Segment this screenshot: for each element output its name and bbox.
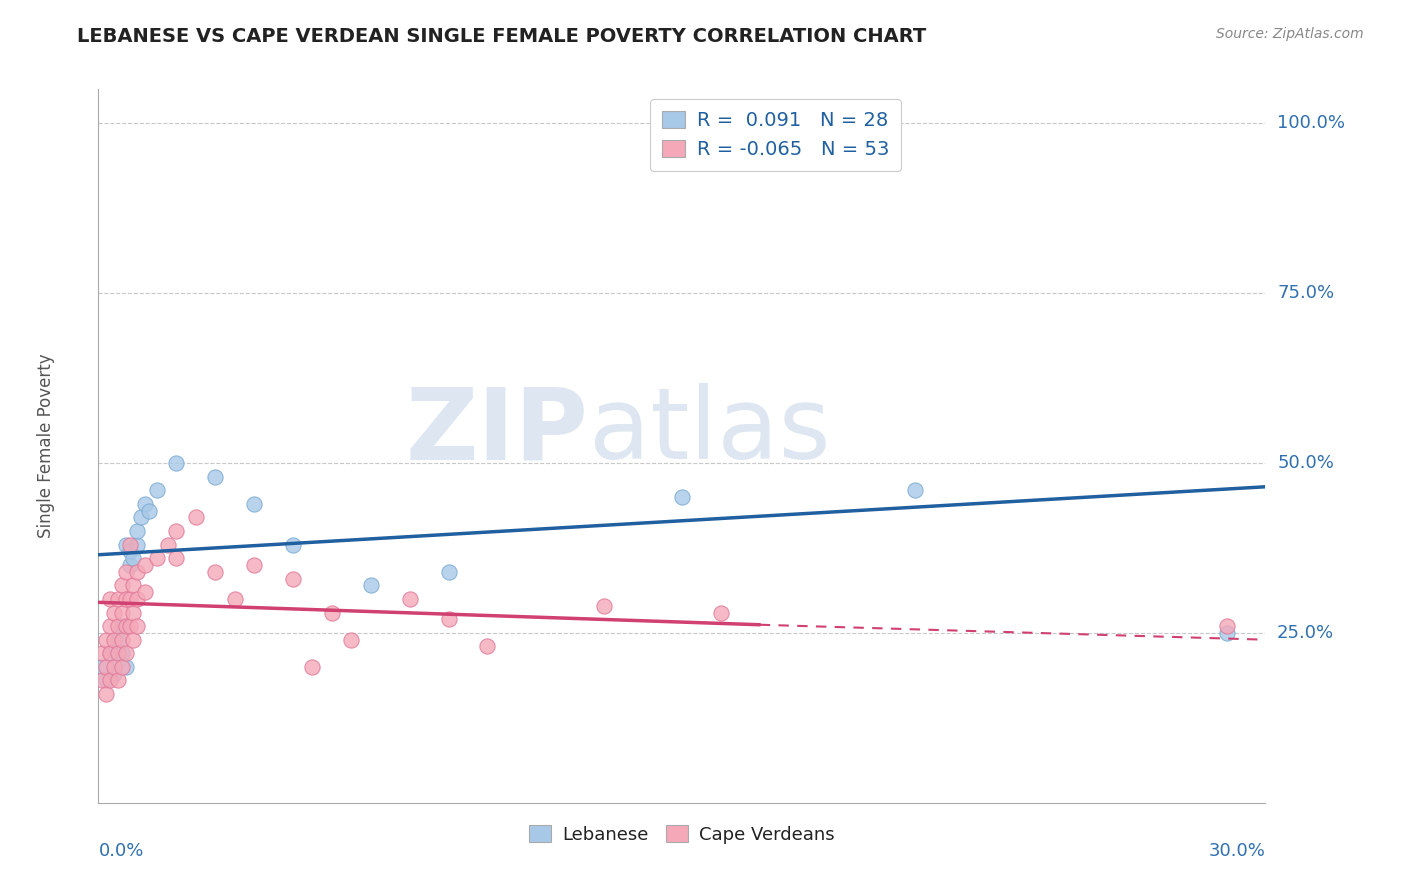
Point bbox=[340, 632, 363, 647]
Point bbox=[165, 524, 187, 538]
Point bbox=[122, 551, 145, 566]
Point bbox=[114, 660, 136, 674]
Point bbox=[111, 660, 134, 674]
Point bbox=[111, 632, 134, 647]
Point bbox=[710, 606, 733, 620]
Text: 0.0%: 0.0% bbox=[98, 842, 143, 860]
Point bbox=[204, 469, 226, 483]
Point bbox=[98, 673, 121, 688]
Point bbox=[146, 483, 169, 498]
Point bbox=[114, 565, 136, 579]
Point bbox=[321, 606, 343, 620]
Point bbox=[127, 591, 149, 606]
Point bbox=[91, 646, 114, 660]
Point bbox=[96, 660, 118, 674]
Point bbox=[129, 510, 152, 524]
Point bbox=[127, 619, 149, 633]
Point bbox=[134, 585, 156, 599]
Point bbox=[107, 591, 129, 606]
Point bbox=[904, 483, 927, 498]
Point bbox=[98, 619, 121, 633]
Point bbox=[96, 687, 118, 701]
Text: 30.0%: 30.0% bbox=[1209, 842, 1265, 860]
Point bbox=[165, 456, 187, 470]
Point bbox=[114, 619, 136, 633]
Point bbox=[107, 646, 129, 660]
Point bbox=[127, 524, 149, 538]
Text: 50.0%: 50.0% bbox=[1277, 454, 1334, 472]
Point bbox=[118, 537, 141, 551]
Point bbox=[98, 646, 121, 660]
Point bbox=[127, 565, 149, 579]
Point bbox=[114, 646, 136, 660]
Point bbox=[107, 619, 129, 633]
Point bbox=[437, 565, 460, 579]
Point bbox=[118, 619, 141, 633]
Point bbox=[301, 660, 323, 674]
Point bbox=[360, 578, 382, 592]
Point bbox=[281, 537, 304, 551]
Point bbox=[138, 503, 160, 517]
Text: 75.0%: 75.0% bbox=[1277, 284, 1334, 302]
Point bbox=[398, 591, 420, 606]
Point bbox=[593, 599, 616, 613]
Point bbox=[118, 591, 141, 606]
Point bbox=[91, 673, 114, 688]
Point bbox=[107, 653, 129, 667]
Point bbox=[134, 558, 156, 572]
Point bbox=[281, 572, 304, 586]
Point bbox=[118, 544, 141, 558]
Point bbox=[96, 673, 118, 688]
Point bbox=[103, 660, 125, 674]
Point bbox=[114, 537, 136, 551]
Point bbox=[146, 551, 169, 566]
Point bbox=[243, 497, 266, 511]
Point bbox=[96, 632, 118, 647]
Point bbox=[477, 640, 499, 654]
Point bbox=[98, 646, 121, 660]
Text: Single Female Poverty: Single Female Poverty bbox=[37, 354, 55, 538]
Legend: Lebanese, Cape Verdeans: Lebanese, Cape Verdeans bbox=[522, 818, 842, 851]
Point bbox=[157, 537, 180, 551]
Point bbox=[243, 558, 266, 572]
Point bbox=[111, 646, 134, 660]
Point bbox=[127, 537, 149, 551]
Point bbox=[107, 632, 129, 647]
Text: ZIP: ZIP bbox=[406, 384, 589, 480]
Text: 25.0%: 25.0% bbox=[1277, 624, 1334, 642]
Text: Source: ZipAtlas.com: Source: ZipAtlas.com bbox=[1216, 27, 1364, 41]
Point bbox=[165, 551, 187, 566]
Text: 100.0%: 100.0% bbox=[1277, 114, 1346, 132]
Point bbox=[122, 606, 145, 620]
Point bbox=[437, 612, 460, 626]
Point bbox=[122, 632, 145, 647]
Point bbox=[107, 673, 129, 688]
Point bbox=[103, 632, 125, 647]
Point bbox=[1215, 619, 1237, 633]
Point bbox=[122, 578, 145, 592]
Point bbox=[1215, 626, 1237, 640]
Point bbox=[103, 606, 125, 620]
Point bbox=[111, 578, 134, 592]
Point bbox=[103, 666, 125, 681]
Point bbox=[184, 510, 207, 524]
Text: atlas: atlas bbox=[589, 384, 830, 480]
Point bbox=[224, 591, 246, 606]
Point bbox=[98, 591, 121, 606]
Point bbox=[91, 660, 114, 674]
Point bbox=[111, 606, 134, 620]
Point bbox=[134, 497, 156, 511]
Point bbox=[118, 558, 141, 572]
Point bbox=[111, 619, 134, 633]
Point bbox=[114, 591, 136, 606]
Text: LEBANESE VS CAPE VERDEAN SINGLE FEMALE POVERTY CORRELATION CHART: LEBANESE VS CAPE VERDEAN SINGLE FEMALE P… bbox=[77, 27, 927, 45]
Point bbox=[204, 565, 226, 579]
Point bbox=[671, 490, 693, 504]
